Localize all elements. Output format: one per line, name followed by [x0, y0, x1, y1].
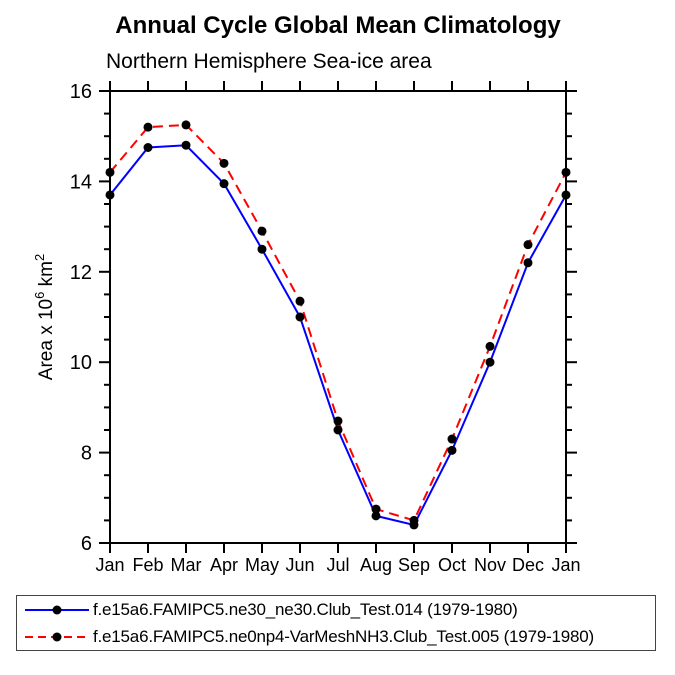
series-1-marker — [219, 179, 229, 189]
y-axis-tick-label: 12 — [70, 262, 92, 284]
y-axis-title: Area x 106 km2 — [32, 254, 57, 380]
x-axis-tick-label: Oct — [438, 555, 466, 575]
series-1-marker — [485, 357, 495, 367]
legend-label-series-1: f.e15a6.FAMIPC5.ne30_ne30.Club_Test.014 … — [93, 599, 518, 619]
series-1-marker — [561, 190, 571, 200]
legend-line-sample-dashed — [25, 632, 89, 641]
plot-area: Jan Feb Mar Apr May Jun Jul Aug Sep Oct Nov Dec Jan6… — [32, 81, 581, 575]
x-axis-tick-label: Jun — [285, 555, 314, 575]
x-axis-tick-label: Mar — [171, 555, 202, 575]
series-line-2 — [109, 123, 567, 522]
y-axis-tick-label: 16 — [70, 81, 92, 103]
series-1-marker — [295, 312, 305, 322]
x-axis-tick-label: Dec — [512, 555, 544, 575]
series-2-marker — [409, 515, 419, 525]
y-axis-tick-label: 10 — [70, 352, 92, 374]
series-1-marker — [447, 445, 457, 455]
y-axis-tick-label: 6 — [81, 533, 92, 555]
series-2-marker — [485, 341, 495, 351]
chart-title: Annual Cycle Global Mean Climatology — [115, 12, 561, 39]
x-axis-tick-label: Jul — [326, 555, 349, 575]
series-2-marker — [105, 167, 115, 177]
series-2-marker — [371, 504, 381, 514]
series-2-marker — [295, 296, 305, 306]
series-1-marker — [181, 140, 191, 150]
series-1-marker — [143, 143, 153, 152]
legend: f.e15a6.FAMIPC5.ne30_ne30.Club_Test.014 … — [16, 595, 656, 651]
x-axis-tick-label: May — [245, 555, 279, 575]
series-2-marker — [257, 226, 267, 236]
series-2-marker — [333, 416, 343, 426]
x-axis-tick-label: Aug — [360, 555, 392, 575]
x-axis-tick-label: Jan — [95, 555, 124, 575]
y-axis-tick-label: 8 — [81, 443, 92, 465]
series-2-marker — [561, 167, 571, 177]
legend-line-sample-solid — [25, 605, 89, 614]
series-2-marker — [143, 122, 153, 132]
series-1-marker — [333, 425, 343, 435]
series-1-marker — [257, 244, 267, 254]
series-1-marker — [371, 511, 381, 521]
series-2-marker — [447, 434, 457, 444]
series-1-marker — [105, 190, 115, 200]
x-axis-tick-label: Feb — [132, 555, 163, 575]
legend-row-series-1: f.e15a6.FAMIPC5.ne30_ne30.Club_Test.014 … — [21, 597, 655, 622]
series-2-marker — [219, 158, 229, 168]
series-line-1 — [109, 144, 567, 527]
x-axis-tick-label: Jan — [551, 555, 580, 575]
chart-subtitle: Northern Hemisphere Sea-ice area — [106, 50, 432, 73]
axis-frame — [109, 90, 567, 544]
x-axis-tick-label: Apr — [210, 555, 238, 575]
y-axis-tick-label: 14 — [70, 171, 92, 193]
x-axis-tick-label: Sep — [398, 555, 430, 575]
series-1-marker — [523, 258, 533, 268]
legend-label-series-2: f.e15a6.FAMIPC5.ne0np4-VarMeshNH3.Club_T… — [93, 626, 595, 646]
series-2-marker — [181, 120, 191, 130]
legend-row-series-2: f.e15a6.FAMIPC5.ne0np4-VarMeshNH3.Club_T… — [21, 624, 655, 649]
x-axis-tick-label: Nov — [474, 555, 506, 575]
series-2-marker — [523, 240, 533, 250]
